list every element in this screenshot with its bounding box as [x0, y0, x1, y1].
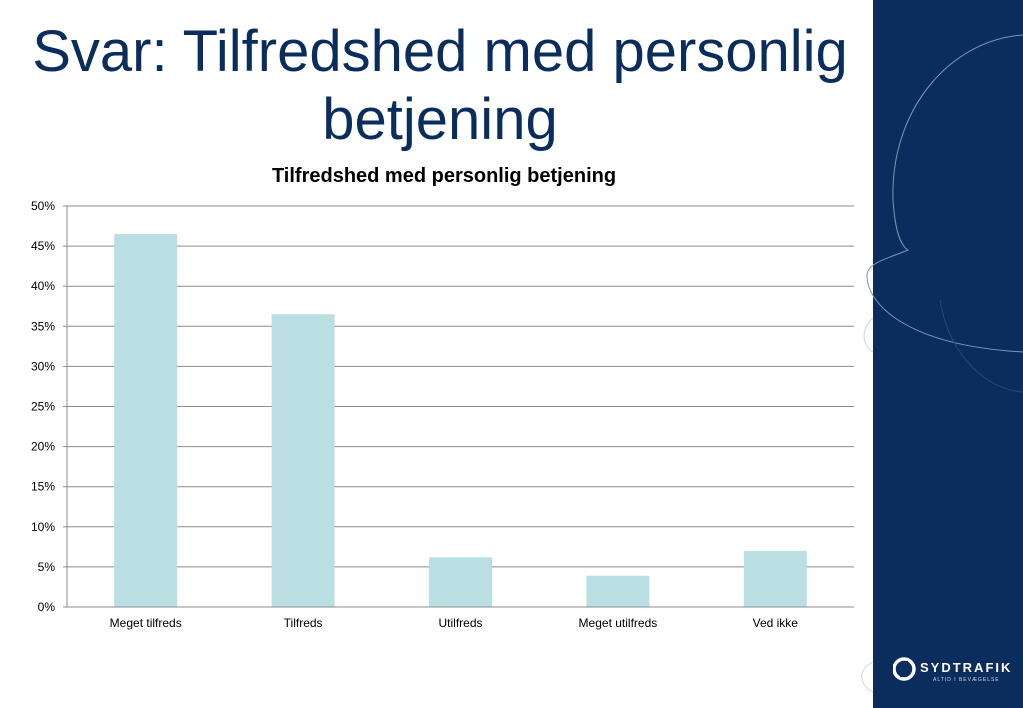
bar-meget-tilfreds — [114, 234, 178, 607]
logo-name: SYDTRAFIK — [920, 660, 1013, 675]
x-tick-label: Utilfreds — [438, 616, 482, 630]
axes — [63, 205, 854, 608]
y-tick-label: 25% — [31, 400, 55, 414]
y-tick-labels: 0% 5% 10% 15% 20% 25% 30% 35% 40% 45% 50% — [31, 199, 55, 614]
y-tick-label: 40% — [31, 279, 55, 293]
y-tick-label: 20% — [31, 440, 55, 454]
slide-title: Svar: Tilfredshed med personlig betjenin… — [0, 18, 880, 154]
sydtrafik-logo: SYDTRAFIK ALTID I BEVÆGELSE — [892, 655, 1018, 690]
x-tick-labels: Meget tilfreds Tilfreds Utilfreds Meget uti… — [110, 616, 799, 630]
y-tick-label: 30% — [31, 359, 55, 373]
y-tick-label: 35% — [31, 319, 55, 333]
slide-title-line-2: betjening — [322, 87, 558, 152]
y-tick-label: 15% — [31, 480, 55, 494]
chart-title: Tilfredshed med personlig betjening — [271, 165, 617, 187]
y-tick-label: 10% — [31, 520, 55, 534]
bar-ved-ikke — [743, 550, 807, 607]
grid-lines — [67, 205, 854, 608]
y-tick-label: 50% — [31, 199, 55, 213]
bar-utilfreds — [429, 557, 492, 607]
bar-meget-utilfreds — [586, 575, 650, 607]
y-tick-label: 45% — [31, 239, 55, 253]
bar-tilfreds — [271, 314, 335, 607]
x-tick-label: Meget utilfreds — [579, 616, 658, 630]
slide-title-line-1: Svar: Tilfredshed med personlig — [32, 19, 848, 84]
x-tick-label: Ved ikke — [753, 616, 799, 630]
logo-tagline: ALTID I BEVÆGELSE — [933, 677, 1000, 683]
x-tick-label: Meget tilfreds — [110, 616, 182, 630]
y-tick-label: 0% — [38, 600, 56, 614]
bars — [114, 234, 807, 607]
sydtrafik-logo-icon — [892, 657, 916, 681]
y-tick-label: 5% — [38, 560, 56, 574]
x-tick-label: Tilfreds — [284, 616, 323, 630]
